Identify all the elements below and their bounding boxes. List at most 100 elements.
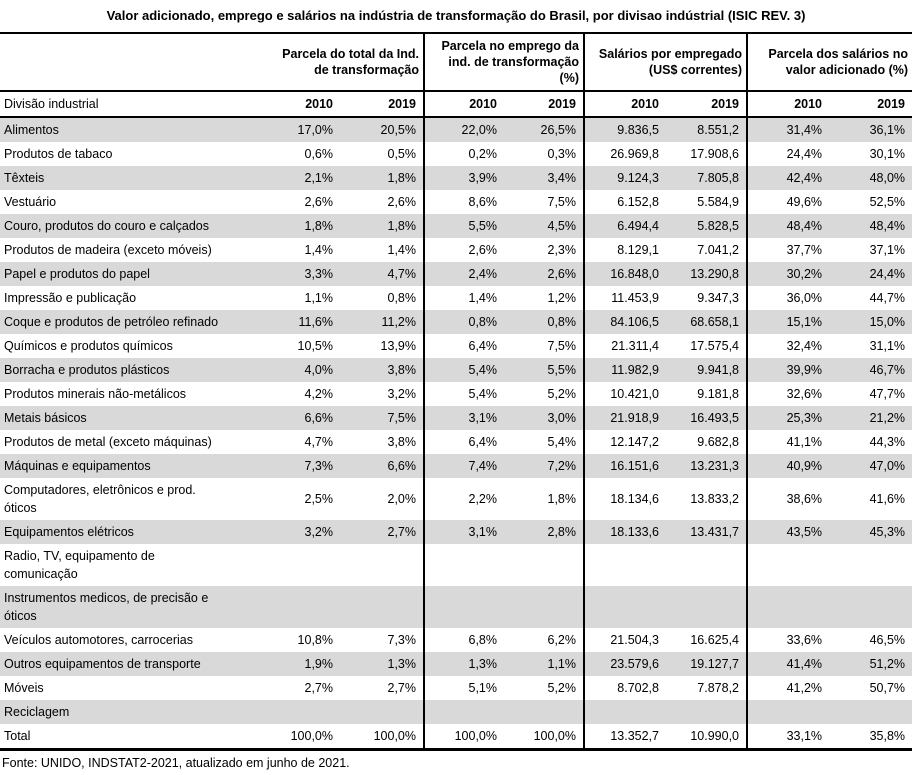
value-cell: 35,8% xyxy=(869,729,906,743)
value-cell: 1,9% xyxy=(304,657,334,671)
value-cell: 13,9% xyxy=(340,334,425,358)
table-row: Alimentos 17,0% 20,5% 22,0% 26,5% 9.836,5 8.55… xyxy=(0,117,912,142)
value-cell: 11.982,9 xyxy=(611,363,659,377)
value-cell: 2,6% xyxy=(304,195,334,209)
col-group-wages-per-employee: Salários por empregado (US$ correntes) xyxy=(584,33,749,92)
value-cell: 2,6% xyxy=(468,243,498,257)
value-cell: 5,5% xyxy=(504,358,585,382)
value-cell: 4,7% xyxy=(340,262,425,286)
value-cell xyxy=(584,586,666,628)
corner-cell xyxy=(0,33,256,92)
table-row: Radio, TV, equipamento de comunicação xyxy=(0,544,912,586)
table-row: Produtos de metal (exceto máquinas) 4,7% 3… xyxy=(0,430,912,454)
value-cell: 11.453,9 xyxy=(611,291,659,305)
value-cell: 0,3% xyxy=(504,142,585,166)
value-cell: 41,1% xyxy=(786,435,823,449)
value-cell: 18.133,6 xyxy=(610,525,659,539)
value-cell: 7.041,2 xyxy=(666,238,749,262)
value-cell xyxy=(747,544,829,586)
value-cell: 5,1% xyxy=(468,681,498,695)
value-cell: 7,2% xyxy=(504,454,585,478)
value-cell: 1,3% xyxy=(340,652,425,676)
row-label: Produtos de metal (exceto máquinas) xyxy=(4,435,212,449)
value-cell: 7,3% xyxy=(304,459,334,473)
value-cell: 2,6% xyxy=(340,190,425,214)
source-note: Fonte: UNIDO, INDSTAT2-2021, atualizado … xyxy=(2,756,350,770)
table-row: Reciclagem xyxy=(0,700,912,724)
value-cell: 22,0% xyxy=(461,123,497,137)
table-row: Total 100,0% 100,0% 100,0% 100,0% 13.352,7 10.… xyxy=(0,724,912,750)
value-cell: 1,3% xyxy=(468,657,498,671)
table-row: Produtos de tabaco 0,6% 0,5% 0,2% 0,3% 26.969… xyxy=(0,142,912,166)
value-cell: 36,0% xyxy=(786,291,823,305)
value-cell: 5.584,9 xyxy=(666,190,749,214)
value-cell: 1,2% xyxy=(504,286,585,310)
value-cell xyxy=(666,544,749,586)
value-cell: 25,3% xyxy=(786,411,823,425)
value-cell: 6.494,4 xyxy=(617,219,659,233)
table-row: Têxteis 2,1% 1,8% 3,9% 3,4% 9.124,3 7.805,8 42,… xyxy=(0,166,912,190)
value-cell: 2,4% xyxy=(468,267,498,281)
value-cell xyxy=(256,586,340,628)
col-group-label-line: Salários por empregado xyxy=(598,47,743,61)
value-cell xyxy=(666,700,749,724)
value-cell: 24,4% xyxy=(869,267,906,281)
value-cell: 52,5% xyxy=(869,195,906,209)
value-cell: 16.625,4 xyxy=(666,628,749,652)
table-row: Químicos e produtos químicos 10,5% 13,9% 6,… xyxy=(0,334,912,358)
value-cell: 0,2% xyxy=(468,147,498,161)
value-cell: 31,4% xyxy=(786,123,823,137)
col-group-share-of-manufacturing: Parcela do total da Ind. de transformaçã… xyxy=(256,33,425,92)
value-cell: 30,2% xyxy=(786,267,823,281)
value-cell: 51,2% xyxy=(869,657,906,671)
value-cell: 6,6% xyxy=(304,411,334,425)
value-cell xyxy=(829,544,912,586)
value-cell xyxy=(584,700,666,724)
value-cell: 7,5% xyxy=(504,334,585,358)
value-cell: 4,7% xyxy=(304,435,334,449)
row-label: Produtos de madeira (exceto móveis) xyxy=(4,243,212,257)
col-group-label-line: ind. de transformação (%) xyxy=(448,55,579,85)
value-cell: 47,0% xyxy=(869,459,906,473)
value-cell: 1,4% xyxy=(304,243,334,257)
value-cell: 5,4% xyxy=(504,430,585,454)
value-cell xyxy=(340,700,425,724)
value-cell: 8.702,8 xyxy=(617,681,659,695)
value-cell: 2,7% xyxy=(304,681,334,695)
table-row: Máquinas e equipamentos 7,3% 6,6% 7,4% 7,2% 1… xyxy=(0,454,912,478)
table-row: Metais básicos 6,6% 7,5% 3,1% 3,0% 21.918,9 16… xyxy=(0,406,912,430)
value-cell: 8.129,1 xyxy=(617,243,659,257)
value-cell: 3,9% xyxy=(468,171,498,185)
value-cell xyxy=(829,700,912,724)
row-label: Veículos automotores, carrocerias xyxy=(4,633,193,647)
value-cell: 46,7% xyxy=(869,363,906,377)
value-cell: 48,4% xyxy=(869,219,906,233)
row-header-label: Divisão industrial xyxy=(0,91,256,118)
value-cell: 8,6% xyxy=(468,195,498,209)
value-cell: 41,4% xyxy=(786,657,823,671)
value-cell: 12.147,2 xyxy=(610,435,659,449)
value-cell: 5.828,5 xyxy=(666,214,749,238)
value-cell: 18.134,6 xyxy=(610,492,659,506)
value-cell: 5,4% xyxy=(468,387,498,401)
value-cell: 39,9% xyxy=(786,363,823,377)
value-cell: 2,8% xyxy=(504,520,585,544)
row-label: Couro, produtos do couro e calçados xyxy=(4,219,209,233)
value-cell: 45,3% xyxy=(869,525,906,539)
value-cell: 17.908,6 xyxy=(666,142,749,166)
value-cell: 32,4% xyxy=(786,339,823,353)
value-cell: 13.431,7 xyxy=(666,520,749,544)
value-cell: 3,2% xyxy=(340,382,425,406)
data-table: Parcela do total da Ind. de transformaçã… xyxy=(0,32,912,751)
table-row: Coque e produtos de petróleo refinado 11,… xyxy=(0,310,912,334)
value-cell: 68.658,1 xyxy=(666,310,749,334)
value-cell: 7.805,8 xyxy=(666,166,749,190)
value-cell: 50,7% xyxy=(869,681,906,695)
value-cell: 13.352,7 xyxy=(610,729,659,743)
row-label: Borracha e produtos plásticos xyxy=(4,363,170,377)
value-cell: 9.181,8 xyxy=(666,382,749,406)
value-cell xyxy=(584,544,666,586)
table-row: Veículos automotores, carrocerias 10,8% 7,… xyxy=(0,628,912,652)
value-cell: 9.682,8 xyxy=(666,430,749,454)
value-cell: 11,2% xyxy=(340,310,425,334)
